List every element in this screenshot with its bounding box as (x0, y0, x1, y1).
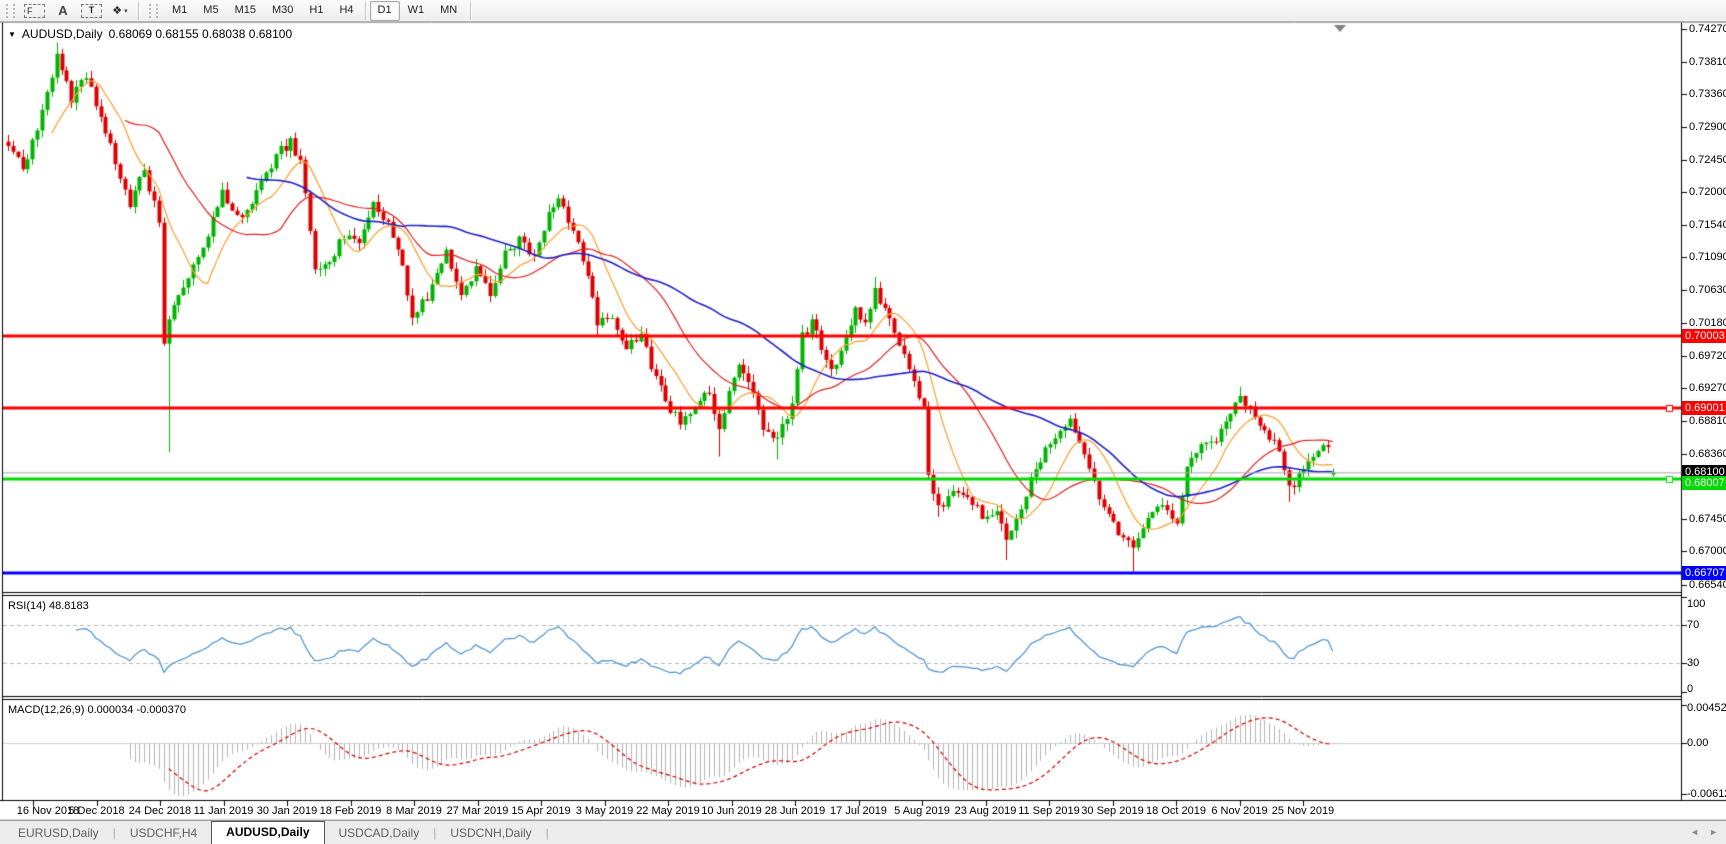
date-tick-label: 22 May 2019 (636, 805, 700, 817)
date-tick-label: 10 Jun 2019 (701, 805, 762, 817)
price-tick-label: 0.71090 (1689, 251, 1726, 264)
date-tick-label: 11 Jan 2019 (193, 805, 254, 817)
date-tick-label: 16 Nov 2018 (16, 805, 80, 817)
tab-separator: | (545, 826, 549, 840)
toolbar-grip[interactable] (6, 3, 15, 18)
rsi-label: RSI(14) 48.8183 (8, 600, 89, 612)
price-tick-label: 0.73810 (1689, 55, 1726, 68)
chart-tab-usdchf[interactable]: USDCHF,H4 (129, 826, 198, 840)
date-tick-label: 24 Dec 2018 (128, 805, 192, 817)
price-tick-label: 0.67000 (1689, 545, 1726, 558)
date-tick-label: 25 Nov 2019 (1271, 805, 1335, 817)
date-tick-label: 18 Oct 2019 (1146, 805, 1206, 817)
symbol-dropdown-icon[interactable]: ▼ (8, 29, 16, 39)
chart-tab-audusd[interactable]: AUDUSD,Daily (211, 821, 325, 844)
price-tick-label: 0.70180 (1689, 316, 1726, 329)
date-tick-label: 8 Mar 2019 (386, 805, 442, 817)
timeframe-button-d1[interactable]: D1 (369, 0, 400, 21)
date-tick-label: 15 Apr 2019 (511, 805, 571, 817)
tab-list: EURUSD,Daily | USDCHF,H4 AUDUSD,Daily USDCAD… (6, 821, 549, 844)
toolbar-separator (138, 1, 140, 20)
date-tick-label: 6 Nov 2019 (1211, 805, 1268, 817)
tab-separator: | (112, 826, 116, 840)
price-tick-label: 0.73360 (1689, 88, 1726, 101)
symbol-timeframe-label: AUDUSD,Daily (21, 27, 103, 41)
text-label-icon: A (58, 3, 68, 18)
chart-tab-eurusd[interactable]: EURUSD,Daily (18, 826, 99, 840)
toolbar-separator (470, 1, 473, 20)
price-tick-label: 0.71540 (1689, 219, 1726, 232)
hline-price-tag: 0.66707 (1682, 565, 1726, 580)
timeframe-button-w1[interactable]: W1 (407, 3, 425, 16)
chart-tab-usdcnh[interactable]: USDCNH,Daily (450, 826, 532, 840)
rsi-tick-label: 70 (1687, 619, 1700, 631)
macd-tick-label: 0.00 (1687, 737, 1709, 749)
price-tick-label: 0.67450 (1689, 513, 1726, 526)
text-label-tool-button[interactable]: A (50, 1, 76, 21)
price-tick-label: 0.68360 (1689, 447, 1726, 460)
macd-tick-label: 0.004528 (1687, 702, 1726, 714)
macd-tick-label: -0.006122 (1687, 788, 1726, 800)
date-tick-label: 30 Jan 2019 (256, 805, 318, 817)
chart-title: ▼ AUDUSD,Daily 0.68069 0.68155 0.68038 0… (8, 27, 292, 41)
price-tick-label: 0.69720 (1689, 349, 1726, 362)
ohlc-values: 0.68069 0.68155 0.68038 0.68100 (108, 27, 293, 41)
timeframe-button-h4[interactable]: H4 (339, 3, 354, 16)
shapes-icon: ❖ (112, 5, 123, 17)
date-tick-label: 23 Aug 2019 (954, 805, 1017, 817)
price-tick-label: 0.72000 (1689, 185, 1726, 198)
current-price-tag: 0.68100 (1682, 465, 1726, 480)
timeframe-button-m5[interactable]: M5 (203, 3, 219, 16)
date-tick-label: 27 Mar 2019 (446, 805, 509, 817)
date-tick-label: 30 Sep 2019 (1081, 805, 1144, 817)
timeframe-button-m1[interactable]: M1 (172, 3, 188, 16)
date-tick-label: 17 Jul 2019 (830, 805, 887, 817)
date-tick-label: 3 May 2019 (575, 805, 634, 817)
price-tick-label: 0.74270 (1689, 22, 1726, 35)
toolbar-grip[interactable] (149, 3, 158, 18)
timeframe-button-mn[interactable]: MN (440, 3, 458, 16)
text-box-icon: T (81, 3, 102, 18)
price-tick-label: 0.69270 (1689, 382, 1726, 395)
timeframe-button-m30[interactable]: M30 (271, 3, 294, 16)
price-tick-label: 0.72900 (1689, 121, 1726, 134)
price-tick-label: 0.70630 (1689, 284, 1726, 297)
tab-separator: | (433, 826, 437, 840)
rsi-tick-label: 0 (1687, 683, 1694, 695)
tab-scroll-right-icon[interactable]: ► (1709, 827, 1718, 837)
timeframe-button-m15[interactable]: M15 (234, 3, 256, 16)
macd-label: MACD(12,26,9) 0.000034 -0.000370 (8, 704, 186, 716)
toolbar: F A T ❖ ▾ M1 M5 M15 M30 H1 H4 D1 W1 MN (0, 0, 1726, 22)
date-tick-label: 5 Dec 2018 (68, 805, 125, 817)
chart-tab-usdcad[interactable]: USDCAD,Daily (338, 826, 420, 840)
dashed-frame-icon: F (24, 3, 45, 18)
date-tick-label: 5 Aug 2019 (894, 805, 950, 817)
date-tick-label: 18 Feb 2019 (319, 805, 382, 817)
text-box-tool-button[interactable]: T (78, 1, 105, 21)
price-tick-label: 0.66540 (1689, 578, 1726, 591)
date-tick-label: 11 Sep 2019 (1018, 805, 1080, 817)
tab-scroll-left-icon[interactable]: ◄ (1690, 827, 1700, 837)
shapes-tool-button[interactable]: ❖ ▾ (107, 1, 133, 21)
rsi-tick-label: 100 (1687, 598, 1706, 610)
hline-price-tag: 0.68007 (1682, 476, 1726, 491)
timeframe-group: M1 M5 M15 M30 H1 H4 D1 W1 MN (164, 0, 465, 21)
price-tick-label: 0.68810 (1689, 415, 1726, 428)
tab-scroll-controls: ◄ ► (1690, 827, 1718, 837)
hline-price-tag: 0.69001 (1682, 400, 1726, 415)
price-tick-label: 0.72450 (1689, 153, 1726, 166)
timeframe-button-h1[interactable]: H1 (309, 3, 324, 16)
date-tick-label: 28 Jun 2019 (764, 805, 826, 817)
chart-frame-tool-button[interactable]: F (21, 1, 48, 21)
hline-price-tag: 0.70003 (1682, 328, 1726, 343)
chevron-down-icon: ▾ (124, 7, 128, 15)
chart-tab-bar: EURUSD,Daily | USDCHF,H4 AUDUSD,Daily USDCAD… (0, 820, 1726, 844)
rsi-tick-label: 30 (1687, 657, 1700, 669)
